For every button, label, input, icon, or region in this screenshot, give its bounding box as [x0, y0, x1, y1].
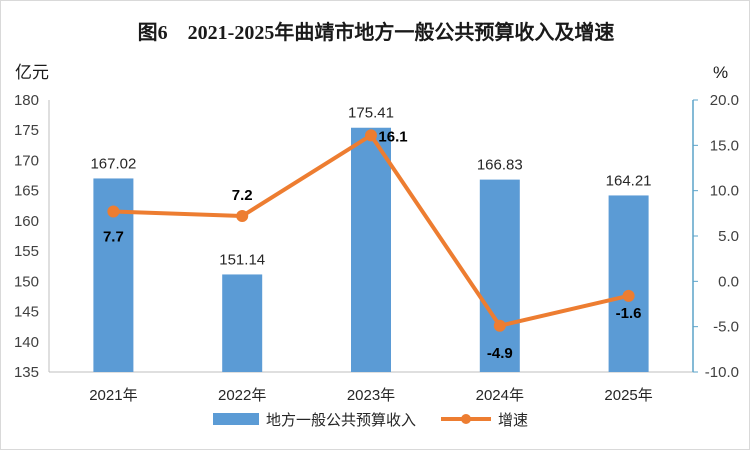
bar-value-label: 151.14: [219, 251, 265, 268]
right-tick-label: -5.0: [713, 319, 739, 336]
legend-line-label: 增速: [498, 412, 528, 429]
left-tick-label: 175: [14, 122, 39, 139]
left-tick-label: 170: [14, 152, 39, 169]
growth-value-label: 7.2: [232, 187, 253, 204]
growth-marker: [236, 210, 249, 223]
growth-marker: [107, 205, 120, 218]
revenue-bar: [479, 179, 520, 372]
right-tick-label: 15.0: [710, 137, 739, 154]
right-tick-label: 0.0: [718, 273, 739, 290]
right-axis-unit: %: [713, 63, 728, 82]
right-tick-label: 10.0: [710, 183, 739, 200]
growth-value-label: -1.6: [616, 305, 642, 322]
legend: 地方一般公共预算收入 增速: [213, 411, 528, 429]
revenue-bar: [608, 195, 649, 372]
category-label: 2022年: [218, 387, 266, 404]
category-label: 2025年: [604, 387, 652, 404]
axes: 135 140 145 150 155 160 165 170 175 180 -10.0 -5.0 0…: [14, 92, 739, 404]
legend-bar-swatch: [213, 413, 259, 425]
growth-marker: [365, 129, 377, 142]
bar-value-label: 166.83: [477, 157, 523, 174]
category-label: 2023年: [347, 387, 395, 404]
right-tick-label: 20.0: [710, 92, 739, 109]
bar-series: [93, 127, 649, 372]
legend-bar-label: 地方一般公共预算收入: [266, 411, 416, 429]
revenue-bar: [222, 274, 263, 372]
left-tick-label: 180: [14, 92, 39, 109]
growth-value-label: -4.9: [487, 345, 513, 362]
right-tick-label: 5.0: [718, 228, 739, 245]
growth-marker: [493, 319, 506, 332]
legend-line-marker: [461, 414, 471, 424]
bar-value-label: 175.41: [348, 105, 394, 122]
left-tick-label: 135: [14, 364, 39, 381]
bar-value-label: 167.02: [90, 155, 136, 172]
left-tick-label: 150: [14, 273, 39, 290]
growth-value-label: 7.7: [103, 229, 124, 246]
left-tick-label: 155: [14, 243, 39, 260]
growth-marker: [622, 289, 635, 302]
category-label: 2024年: [476, 387, 524, 404]
left-tick-label: 165: [14, 183, 39, 200]
left-tick-label: 160: [14, 213, 39, 230]
revenue-bar: [351, 127, 391, 372]
left-tick-label: 145: [14, 304, 39, 321]
left-axis-unit: 亿元: [15, 63, 49, 82]
category-label: 2021年: [89, 387, 137, 404]
line-series: [107, 129, 635, 332]
data-labels: 167.02 151.14 175.41 166.83 164.21 7.7 7.2 16.1…: [90, 105, 651, 362]
growth-value-label: 16.1: [378, 128, 407, 145]
right-tick-label: -10.0: [705, 364, 739, 381]
bar-value-label: 164.21: [606, 172, 652, 189]
left-tick-label: 140: [14, 334, 39, 351]
chart-title: 图6 2021-2025年曲靖市地方一般公共预算收入及增速: [138, 20, 615, 44]
